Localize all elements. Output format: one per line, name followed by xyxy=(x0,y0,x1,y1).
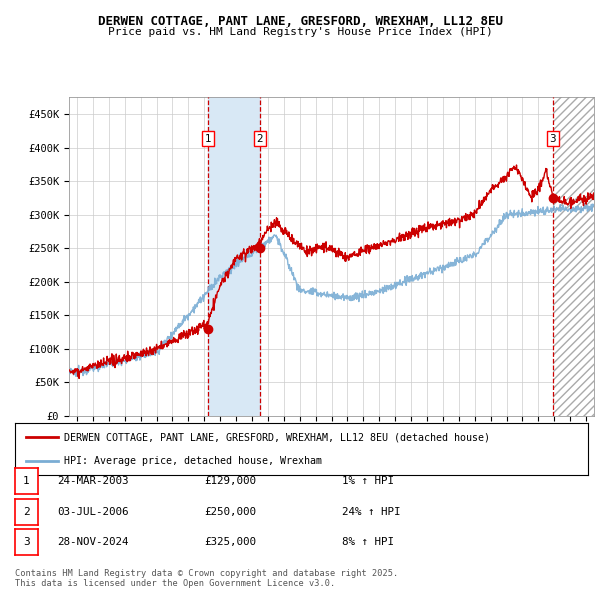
Text: 1: 1 xyxy=(23,476,30,486)
Text: 2: 2 xyxy=(257,134,263,144)
Text: 3: 3 xyxy=(550,134,556,144)
Text: DERWEN COTTAGE, PANT LANE, GRESFORD, WREXHAM, LL12 8EU (detached house): DERWEN COTTAGE, PANT LANE, GRESFORD, WRE… xyxy=(64,432,490,442)
Bar xyxy=(553,97,594,416)
Bar xyxy=(208,97,260,416)
Text: 03-JUL-2006: 03-JUL-2006 xyxy=(57,507,128,516)
Text: £325,000: £325,000 xyxy=(204,537,256,547)
Text: 1: 1 xyxy=(205,134,211,144)
Text: 3: 3 xyxy=(23,537,30,547)
Text: HPI: Average price, detached house, Wrexham: HPI: Average price, detached house, Wrex… xyxy=(64,456,322,466)
Text: 2: 2 xyxy=(23,507,30,516)
Text: 24-MAR-2003: 24-MAR-2003 xyxy=(57,476,128,486)
Text: 28-NOV-2024: 28-NOV-2024 xyxy=(57,537,128,547)
Text: DERWEN COTTAGE, PANT LANE, GRESFORD, WREXHAM, LL12 8EU: DERWEN COTTAGE, PANT LANE, GRESFORD, WRE… xyxy=(97,15,503,28)
Text: 1% ↑ HPI: 1% ↑ HPI xyxy=(342,476,394,486)
Text: Price paid vs. HM Land Registry's House Price Index (HPI): Price paid vs. HM Land Registry's House … xyxy=(107,27,493,37)
Text: Contains HM Land Registry data © Crown copyright and database right 2025.
This d: Contains HM Land Registry data © Crown c… xyxy=(15,569,398,588)
Text: 24% ↑ HPI: 24% ↑ HPI xyxy=(342,507,401,516)
Text: £129,000: £129,000 xyxy=(204,476,256,486)
Text: £250,000: £250,000 xyxy=(204,507,256,516)
Text: 8% ↑ HPI: 8% ↑ HPI xyxy=(342,537,394,547)
